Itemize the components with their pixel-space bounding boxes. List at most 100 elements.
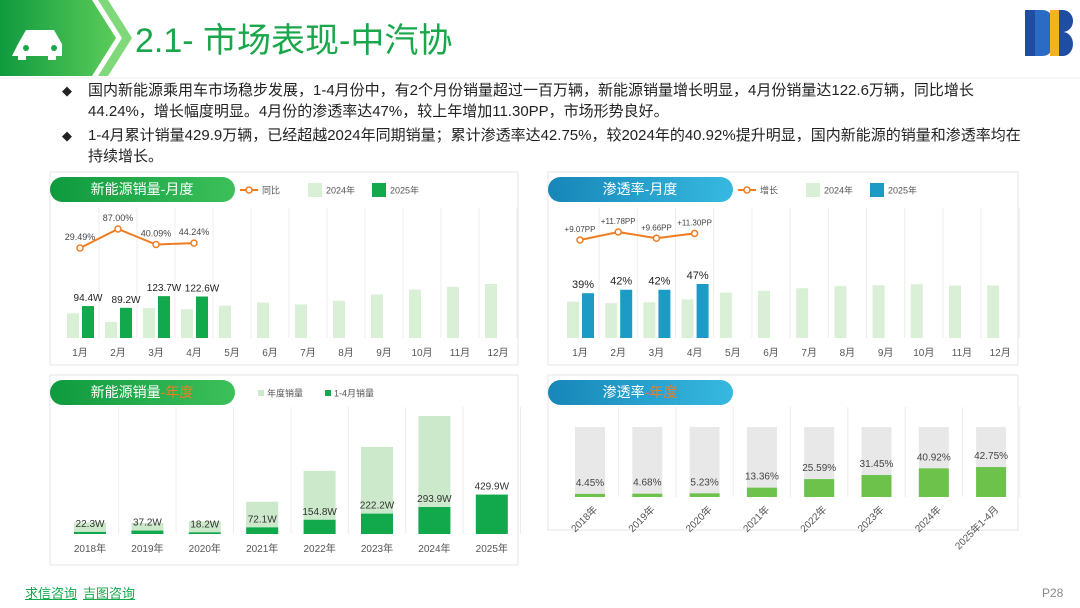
bar (689, 493, 720, 497)
x-tick-label: 8月 (840, 347, 856, 359)
bar (681, 299, 694, 338)
title-pill (50, 177, 235, 202)
bar (120, 307, 132, 338)
legend-dot (245, 186, 253, 194)
bar (918, 468, 949, 497)
x-tick-label: 2021年 (246, 542, 278, 555)
bar (74, 522, 106, 534)
bar (219, 305, 231, 338)
x-tick-label: 2020年 (189, 542, 221, 555)
legend-label: 2024年 (824, 185, 853, 196)
line-point (576, 236, 584, 244)
data-label: 13.36% (745, 472, 779, 483)
bar (575, 493, 605, 497)
bar (188, 521, 221, 534)
bar (605, 303, 618, 338)
bar (696, 284, 709, 338)
bar (804, 479, 835, 497)
title-pill (50, 380, 235, 405)
data-label: 31.45% (860, 459, 894, 470)
bar (131, 522, 164, 534)
x-tick-label: 3月 (649, 347, 665, 359)
footer-link[interactable]: 求信咨询 (25, 586, 78, 601)
data-label: 29.49% (65, 232, 96, 242)
bar (632, 493, 663, 497)
slide-title: 2.1- 市场表现-中汽协 (135, 22, 452, 60)
bullet: 1-4月累计销量429.9万辆，已经超越2024年同期销量；累计渗透率达42.7… (62, 125, 1022, 167)
legend-label: 2025年 (888, 185, 917, 196)
data-label: 44.24% (179, 227, 210, 237)
x-tick-label: 2月 (110, 347, 126, 359)
panel-title: 渗透率-年度 (603, 384, 678, 400)
legend-label: 年度销量 (267, 388, 303, 399)
data-label: 72.1W (248, 514, 277, 525)
bar (485, 284, 497, 338)
page-number: P28 (1042, 586, 1064, 600)
x-tick-label: 12月 (487, 347, 508, 359)
legend-swatch (870, 183, 884, 197)
x-tick-label: 10月 (411, 347, 432, 359)
data-label: +11.30PP (677, 218, 712, 227)
data-label: 154.8W (302, 507, 337, 518)
data-label: 42% (610, 276, 632, 288)
data-label: 94.4W (74, 293, 103, 304)
bar (181, 309, 193, 338)
bar (746, 487, 777, 497)
data-label: 4.45% (576, 478, 604, 489)
x-tick-label: 6月 (262, 347, 278, 359)
x-tick-label: 12月 (990, 347, 1011, 359)
footer-link[interactable]: 吉图咨询 (83, 586, 136, 601)
x-tick-label: 7月 (801, 347, 817, 359)
bar (67, 313, 79, 338)
legend-label: 增长 (760, 185, 778, 196)
x-tick-label: 5月 (725, 347, 741, 359)
bar-track (689, 427, 720, 497)
line-point (190, 239, 198, 247)
line-point (614, 228, 622, 236)
legend-swatch (308, 183, 322, 197)
bar (620, 289, 633, 338)
bar (987, 285, 1000, 338)
line-point (114, 225, 122, 233)
x-tick-label: 11月 (450, 347, 470, 359)
data-label: 22.3W (76, 519, 105, 530)
x-tick-label: 2019年 (131, 542, 163, 555)
x-tick-label: 6月 (763, 347, 779, 359)
x-tick-label: 8月 (338, 347, 354, 359)
data-label: 222.2W (360, 501, 395, 512)
bar (82, 306, 94, 338)
line-point (76, 244, 84, 252)
data-label: 293.9W (417, 494, 452, 505)
data-label: 37.2W (133, 518, 162, 529)
bar (796, 288, 809, 338)
bar (74, 531, 106, 534)
bar (371, 294, 383, 338)
bar (303, 519, 336, 534)
x-tick-label: 4月 (687, 347, 703, 359)
title-part: 渗透率 (603, 384, 645, 400)
data-label: +9.66PP (641, 223, 672, 232)
data-label: 5.23% (690, 477, 718, 488)
x-tick-label: 7月 (300, 347, 316, 359)
legend-label: 2025年 (390, 185, 419, 196)
x-tick-label: 5月 (224, 347, 240, 359)
title-part: 新能源销量 (91, 384, 161, 400)
data-label: 429.9W (475, 482, 510, 493)
data-label: 4.68% (633, 478, 661, 489)
legend-label: 2024年 (326, 185, 355, 196)
x-tick-label: 1月 (572, 347, 588, 359)
x-tick-label: 10月 (913, 347, 934, 359)
bar-track (632, 427, 663, 497)
x-tick-label: 4月 (186, 347, 202, 359)
bar (872, 285, 885, 338)
title-pill (548, 177, 733, 202)
bar (834, 286, 847, 338)
title-pill (548, 380, 733, 405)
data-label: 25.59% (802, 463, 836, 474)
legend-label: 1-4月销量 (334, 388, 374, 399)
car-icon (12, 30, 62, 60)
legend-swatch (806, 183, 820, 197)
bar (976, 467, 1007, 497)
